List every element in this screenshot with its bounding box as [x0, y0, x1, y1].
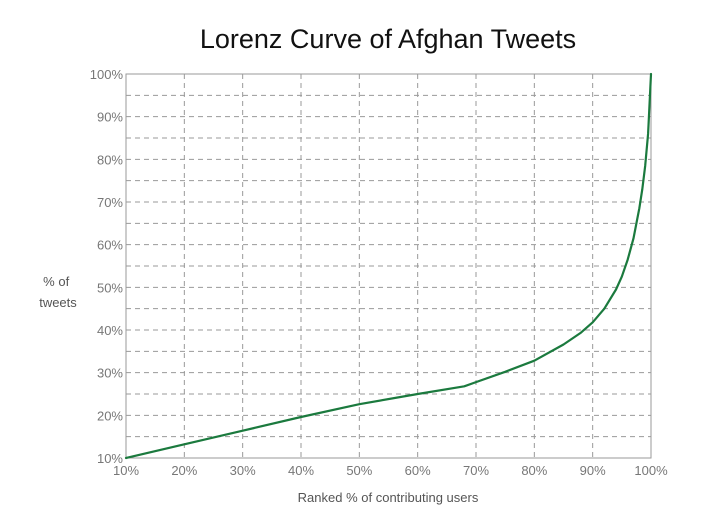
y-axis-label-line-1: % of	[43, 274, 69, 289]
y-tick-label: 100%	[90, 67, 124, 82]
grid	[126, 74, 651, 458]
y-tick-label: 50%	[97, 280, 123, 295]
y-axis: 10% 20% 30% 40% 50% 60% 70% 80% 90% 100%	[90, 67, 124, 466]
y-axis-label-line-2: tweets	[39, 295, 77, 310]
y-tick-label: 10%	[97, 451, 123, 466]
x-tick-label: 40%	[288, 463, 314, 478]
y-tick-label: 80%	[97, 152, 123, 167]
y-tick-label: 60%	[97, 238, 123, 253]
y-tick-label: 90%	[97, 110, 123, 125]
x-tick-label: 100%	[634, 463, 668, 478]
y-tick-label: 20%	[97, 408, 123, 423]
x-tick-label: 90%	[580, 463, 606, 478]
x-tick-label: 30%	[230, 463, 256, 478]
x-tick-label: 70%	[463, 463, 489, 478]
y-axis-label: % of tweets	[39, 274, 77, 310]
y-tick-label: 70%	[97, 195, 123, 210]
x-axis-label: Ranked % of contributing users	[298, 490, 479, 505]
y-tick-label: 30%	[97, 366, 123, 381]
x-tick-label: 80%	[521, 463, 547, 478]
plot-frame	[125, 73, 652, 459]
x-tick-label: 20%	[171, 463, 197, 478]
x-tick-label: 60%	[405, 463, 431, 478]
lorenz-curve-line	[124, 72, 653, 460]
x-axis: 10% 20% 30% 40% 50% 60% 70% 80% 90% 100%	[113, 463, 668, 478]
chart-title: Lorenz Curve of Afghan Tweets	[200, 24, 576, 54]
x-tick-label: 50%	[346, 463, 372, 478]
x-tick-label: 10%	[113, 463, 139, 478]
y-tick-label: 40%	[97, 323, 123, 338]
